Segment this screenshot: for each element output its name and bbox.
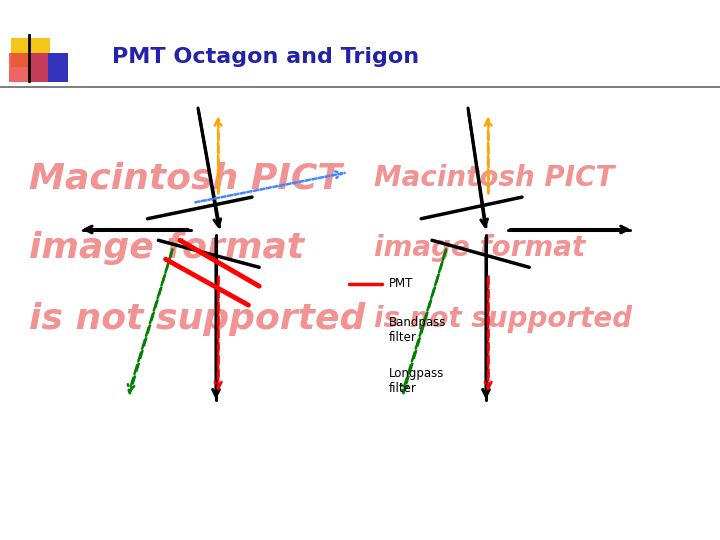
Text: image format: image format [29,232,304,265]
Text: is not supported: is not supported [29,302,365,335]
Text: PMT: PMT [389,277,413,290]
Text: Longpass
filter: Longpass filter [389,367,444,395]
Bar [11,38,50,68]
Text: image format: image format [374,234,585,262]
Bar [29,52,68,82]
Text: Bandpass
filter: Bandpass filter [389,316,446,344]
Bar [9,52,48,82]
Text: is not supported: is not supported [374,305,633,333]
Text: Macintosh PICT: Macintosh PICT [374,164,615,192]
Text: Macintosh PICT: Macintosh PICT [29,161,342,195]
Text: PMT Octagon and Trigon: PMT Octagon and Trigon [112,46,419,67]
